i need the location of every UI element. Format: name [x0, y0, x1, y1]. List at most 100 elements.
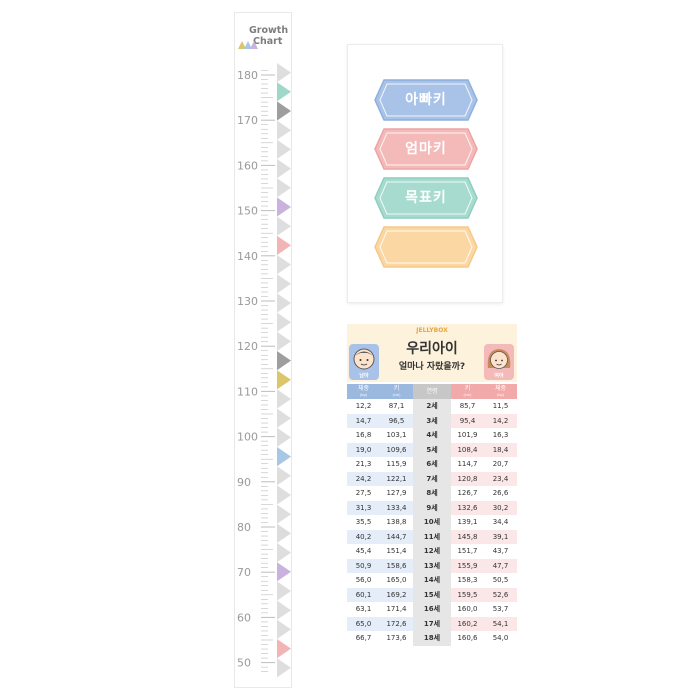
pennant-triangle: [277, 82, 291, 102]
hexagon-shape: [374, 177, 478, 219]
age-cell: 14세: [413, 573, 451, 588]
girl-height-cell: 95,4: [451, 413, 484, 428]
boy-weight-cell: 31,3: [347, 500, 380, 515]
pennant-triangle: [277, 600, 291, 620]
age-cell: 18세: [413, 631, 451, 646]
tick-label: 180: [237, 69, 258, 82]
girl-height-cell: 139,1: [457, 518, 478, 527]
pennant-triangle: [277, 63, 291, 83]
girl-weight-cell: 20,7: [492, 460, 509, 469]
tick-label: 110: [237, 385, 258, 398]
girl-weight-cell: 30,2: [484, 500, 517, 515]
height-label-text: 목표키: [405, 190, 447, 206]
age-cell: 4세: [413, 428, 451, 443]
pennant-triangle: [277, 351, 291, 371]
pennant-triangle: [277, 466, 291, 486]
boy-weight-cell: 14,7: [347, 413, 380, 428]
boy-weight-cell: 50,9: [347, 558, 380, 573]
pennant-triangle: [277, 619, 291, 639]
boy-height-cell: 122,1: [380, 471, 413, 486]
pennant-triangle: [277, 447, 291, 467]
age-cell: 3세: [413, 413, 451, 428]
boy-weight-cell: 12,2: [355, 402, 372, 411]
girl-height-cell: 151,7: [457, 547, 478, 556]
hexagon-shape: [374, 79, 478, 121]
age-cell: 9세: [413, 500, 451, 515]
girl-weight-cell: 18,4: [484, 442, 517, 457]
tick-label: 60: [237, 611, 251, 624]
boy-weight-cell: 19,0: [347, 442, 380, 457]
age-cell: 15세: [413, 587, 451, 602]
age-cell: 6세: [413, 457, 451, 472]
tick-label: 130: [237, 295, 258, 308]
boy-weight-cell: 63,1: [355, 605, 372, 614]
pennant-triangle: [277, 139, 291, 159]
age-cell: 16세: [413, 602, 451, 617]
pennant-triangle: [277, 101, 291, 121]
girl-weight-cell: 14,2: [484, 413, 517, 428]
girl-weight-cell: 53,7: [492, 605, 509, 614]
girl-height-cell: 120,8: [451, 471, 484, 486]
height-label-tag: 엄마키: [374, 128, 478, 170]
pennant-triangle: [277, 178, 291, 198]
age-cell: 7세: [413, 471, 451, 486]
boy-weight-cell: 66,7: [355, 634, 372, 643]
pennant-triangle: [277, 639, 291, 659]
pennant-triangle: [277, 581, 291, 601]
girl-weight-cell: 16,3: [492, 431, 509, 440]
boy-weight-cell: 56,0: [355, 576, 372, 585]
girl-height-cell: 159,5: [451, 587, 484, 602]
girl-height-cell: 158,3: [457, 576, 478, 585]
table-row: 19,0 109,6 5세 108,4 18,4: [347, 442, 517, 457]
header-girl-weight: 체중 (kg): [484, 384, 517, 399]
girl-weight-cell: 52,6: [484, 587, 517, 602]
triangle-logo-icon: [238, 41, 258, 49]
boy-badge: 남아: [349, 344, 379, 380]
growth-chart-title-line2: Chart: [253, 36, 283, 47]
header-girl-height: 키 (cm): [451, 384, 484, 399]
growth-table-panel: JELLYBOX 우리아이 얼마나 자랐을까? 남아 여: [347, 324, 517, 648]
brand-text: JELLYBOX: [416, 327, 448, 334]
growth-chart-title-line1: Growth: [249, 25, 289, 36]
girl-weight-cell: 54,1: [484, 616, 517, 631]
boy-height-cell: 172,6: [380, 616, 413, 631]
boy-weight-cell: 35,5: [355, 518, 372, 527]
boy-height-cell: 173,6: [386, 634, 407, 643]
growth-chart-title: Growth Chart: [249, 25, 288, 47]
tick-label: 80: [237, 521, 251, 534]
girl-height-cell: 155,9: [451, 558, 484, 573]
hexagon-shape: [374, 226, 478, 268]
header-boy-weight: 체중 (kg): [347, 384, 380, 399]
table-row: 27,5 127,9 8세 126,7 26,6: [347, 486, 517, 501]
height-ruler: 180 170 160 150 140 130 120 110 100 90 80 70 60 50: [237, 63, 291, 678]
boy-height-cell: 115,9: [386, 460, 407, 469]
girl-weight-cell: 34,4: [492, 518, 509, 527]
age-cell: 13세: [413, 558, 451, 573]
boy-weight-cell: 45,4: [355, 547, 372, 556]
table-row: 50,9 158,6 13세 155,9 47,7: [347, 558, 517, 573]
growth-table-title: 우리아이: [406, 341, 458, 357]
age-cell: 17세: [413, 616, 451, 631]
pennant-triangle: [277, 216, 291, 236]
table-row: 12,2 87,1 2세 85,7 11,5: [347, 399, 517, 414]
header-age: 연령: [413, 384, 451, 399]
boy-height-cell: 103,1: [386, 431, 407, 440]
boy-height-cell: 96,5: [380, 413, 413, 428]
age-cell: 10세: [413, 515, 451, 530]
table-row: 40,2 144,7 11세 145,8 39,1: [347, 529, 517, 544]
height-label-tag: 아빠키: [374, 79, 478, 121]
height-label-text: 아빠키: [405, 92, 447, 108]
girl-height-cell: 114,7: [457, 460, 478, 469]
boy-weight-cell: 21,3: [355, 460, 372, 469]
header-boy-height: 키 (cm): [380, 384, 413, 399]
pennant-triangle: [277, 485, 291, 505]
table-row: 31,3 133,4 9세 132,6 30,2: [347, 500, 517, 515]
boy-height-cell: 158,6: [380, 558, 413, 573]
girl-face-icon: [484, 344, 514, 380]
pennant-triangle: [277, 389, 291, 409]
pennant-triangle: [277, 159, 291, 179]
tick-label: 70: [237, 566, 251, 579]
girl-height-cell: 101,9: [457, 431, 478, 440]
hexagon-shape: [374, 128, 478, 170]
girl-height-cell: 160,0: [457, 605, 478, 614]
